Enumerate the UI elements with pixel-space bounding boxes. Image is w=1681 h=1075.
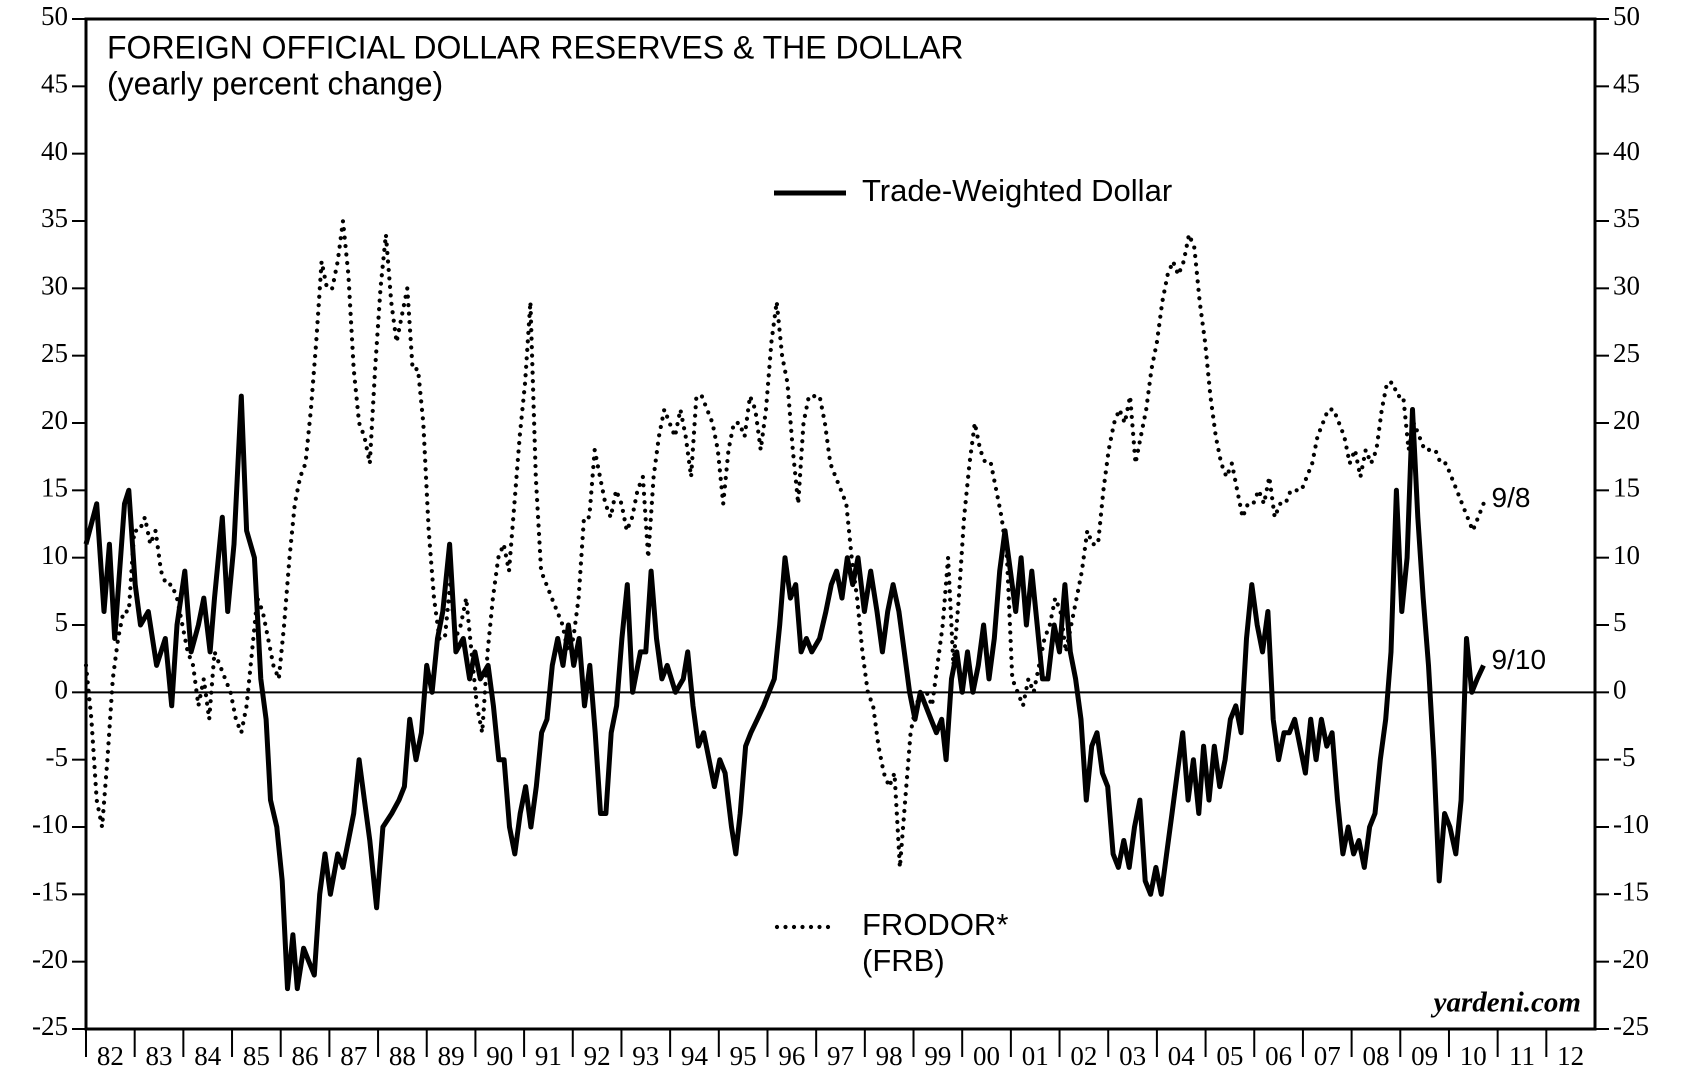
x-tick-label: 82 (97, 1041, 124, 1071)
y2-tick-label: 45 (1613, 69, 1640, 99)
x-tick-label: 92 (584, 1041, 611, 1071)
x-tick-label: 12 (1557, 1041, 1584, 1071)
y-tick-label: -5 (46, 742, 69, 772)
x-tick-label: 09 (1411, 1041, 1438, 1071)
y-tick-label: 30 (41, 271, 68, 301)
y-tick-label: -25 (32, 1011, 68, 1041)
x-tick-label: 06 (1265, 1041, 1292, 1071)
x-tick-label: 05 (1216, 1041, 1243, 1071)
x-tick-label: 94 (681, 1041, 709, 1071)
x-tick-label: 07 (1314, 1041, 1341, 1071)
legend-label: Trade-Weighted Dollar (862, 173, 1172, 208)
x-tick-label: 11 (1509, 1041, 1535, 1071)
chart-subtitle: (yearly percent change) (107, 65, 443, 101)
series-line (83, 393, 1486, 992)
end-label: 9/10 (1492, 644, 1547, 675)
y-tick-label: 15 (41, 473, 68, 503)
x-tick-label: 10 (1460, 1041, 1487, 1071)
x-tick-label: 96 (778, 1041, 805, 1071)
y2-tick-label: -25 (1613, 1011, 1649, 1041)
y2-tick-label: -5 (1613, 742, 1636, 772)
x-tick-label: 00 (973, 1041, 1000, 1071)
x-tick-label: 04 (1168, 1041, 1196, 1071)
watermark: yardeni.com (1431, 987, 1581, 1019)
x-tick-label: 08 (1362, 1041, 1389, 1071)
legend-label: FRODOR* (862, 907, 1008, 942)
y-tick-label: 20 (41, 405, 68, 435)
x-tick-label: 85 (243, 1041, 270, 1071)
y-tick-label: -10 (32, 809, 68, 839)
x-tick-label: 93 (632, 1041, 659, 1071)
x-tick-label: 83 (146, 1041, 173, 1071)
y2-tick-label: -20 (1613, 944, 1649, 974)
y2-tick-label: -15 (1613, 877, 1649, 907)
series-line (83, 220, 1486, 868)
y-tick-label: 40 (41, 136, 68, 166)
y2-tick-label: 5 (1613, 607, 1627, 637)
y-tick-label: 50 (41, 1, 68, 31)
x-tick-label: 95 (730, 1041, 757, 1071)
y2-tick-label: 15 (1613, 473, 1640, 503)
x-tick-label: 91 (535, 1041, 562, 1071)
x-tick-label: 99 (924, 1041, 951, 1071)
y2-tick-label: 25 (1613, 338, 1640, 368)
x-tick-label: 90 (486, 1041, 513, 1071)
y2-tick-label: 30 (1613, 271, 1640, 301)
y2-tick-label: 10 (1613, 540, 1640, 570)
plot-frame (84, 17, 1597, 1031)
x-tick-label: 01 (1022, 1041, 1049, 1071)
y2-tick-label: 20 (1613, 405, 1640, 435)
y-tick-label: 0 (55, 675, 69, 705)
y-tick-label: 25 (41, 338, 68, 368)
y2-tick-label: -10 (1613, 809, 1649, 839)
y-tick-label: 10 (41, 540, 68, 570)
end-label: 9/8 (1492, 482, 1531, 513)
x-tick-label: 02 (1070, 1041, 1097, 1071)
y-tick-label: 35 (41, 203, 68, 233)
x-tick-label: 89 (438, 1041, 465, 1071)
x-tick-label: 03 (1119, 1041, 1146, 1071)
y2-tick-label: 35 (1613, 203, 1640, 233)
y-tick-label: -20 (32, 944, 68, 974)
x-tick-label: 84 (194, 1041, 222, 1071)
x-tick-label: 98 (876, 1041, 903, 1071)
y-tick-label: 5 (55, 607, 69, 637)
chart-title: FOREIGN OFFICIAL DOLLAR RESERVES & THE D… (107, 29, 964, 65)
y2-tick-label: 0 (1613, 675, 1627, 705)
x-tick-label: 97 (827, 1041, 854, 1071)
legend-source: (FRB) (862, 943, 945, 978)
y-tick-label: -15 (32, 877, 68, 907)
y2-tick-label: 40 (1613, 136, 1640, 166)
x-tick-label: 87 (340, 1041, 367, 1071)
y-tick-label: 45 (41, 69, 68, 99)
x-tick-label: 88 (389, 1041, 416, 1071)
y2-tick-label: 50 (1613, 1, 1640, 31)
x-tick-label: 86 (292, 1041, 319, 1071)
